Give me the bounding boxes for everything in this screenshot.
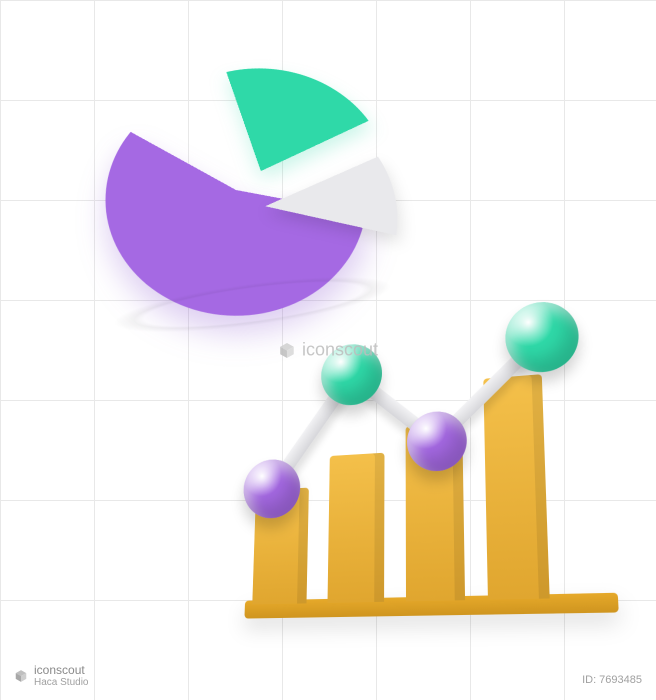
node-3 — [407, 411, 467, 472]
line-chart — [235, 305, 599, 572]
asset-id: ID: 7693485 — [582, 674, 642, 686]
attribution-site: iconscout — [34, 663, 88, 677]
canvas: iconscout iconscout — [0, 0, 656, 700]
pie-chart — [99, 72, 394, 334]
node-4 — [505, 300, 580, 373]
attribution: iconscout Haca Studio — [14, 663, 88, 688]
analytics-illustration — [96, 60, 556, 620]
node-1 — [243, 459, 301, 519]
cube-icon — [14, 669, 28, 683]
attribution-author: Haca Studio — [34, 677, 88, 688]
